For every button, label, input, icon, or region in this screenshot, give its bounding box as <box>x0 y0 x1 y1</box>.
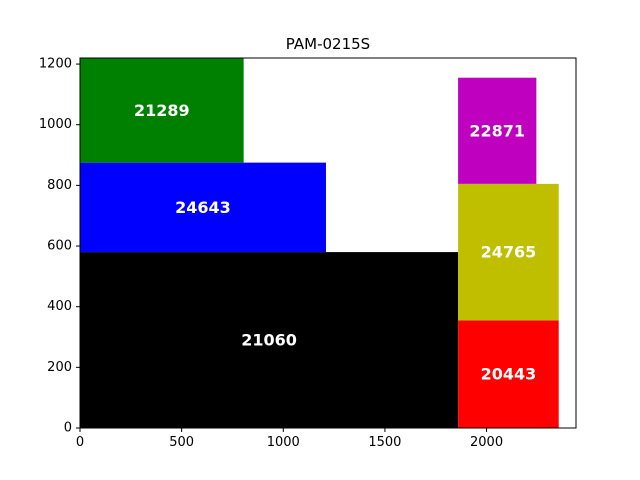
x-tick-label: 500 <box>169 435 194 450</box>
rect-label-24765: 24765 <box>481 243 537 262</box>
rect-22871 <box>458 77 537 184</box>
x-tick-label: 0 <box>76 435 84 450</box>
rect-21289 <box>80 58 244 163</box>
y-tick-label: 800 <box>47 178 72 193</box>
rect-label-24643: 24643 <box>175 198 231 217</box>
y-tick-label: 0 <box>64 421 72 436</box>
y-tick-label: 600 <box>47 239 72 254</box>
rect-label-21060: 21060 <box>241 331 297 350</box>
y-axis: 0 200 400 600 800 1000 1200 <box>39 57 80 436</box>
chart-title: PAM-0215S <box>286 35 370 53</box>
rect-label-21289: 21289 <box>134 101 190 120</box>
y-tick-label: 200 <box>47 360 72 375</box>
rect-24765 <box>458 183 559 321</box>
rect-label-20443: 20443 <box>481 365 537 384</box>
rect-24643 <box>80 162 326 253</box>
x-tick-label: 1000 <box>267 435 300 450</box>
y-tick-label: 1200 <box>39 57 72 72</box>
x-tick-label: 2000 <box>470 435 503 450</box>
x-tick-label: 1500 <box>368 435 401 450</box>
rectangle-labels-layer: 21060 24643 21289 20443 24765 22871 <box>134 101 536 384</box>
plot-frame <box>79 57 577 429</box>
rectangles-layer <box>80 58 559 428</box>
rect-label-22871: 22871 <box>469 121 525 140</box>
y-tick-label: 1000 <box>39 117 72 132</box>
x-axis: 0 500 1000 1500 2000 <box>76 428 503 450</box>
rect-21060 <box>80 252 459 428</box>
y-tick-label: 400 <box>47 299 72 314</box>
rect-20443 <box>458 320 559 428</box>
